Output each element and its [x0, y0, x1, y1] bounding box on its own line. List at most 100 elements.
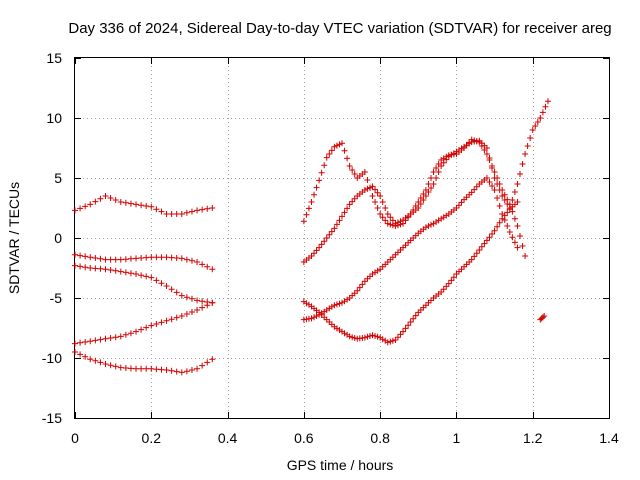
data-point — [158, 208, 165, 215]
data-point — [204, 302, 211, 309]
data-point — [323, 154, 330, 161]
data-point — [346, 201, 353, 208]
data-point — [97, 255, 104, 262]
data-point — [153, 254, 160, 261]
data-point — [183, 368, 190, 375]
data-point — [473, 250, 480, 257]
data-point — [379, 199, 386, 205]
y-tick-label: -5 — [50, 290, 63, 306]
data-point — [384, 220, 391, 227]
data-point — [143, 365, 150, 372]
series-sat-i — [300, 199, 521, 346]
data-point — [143, 324, 150, 331]
grid-layer — [75, 58, 609, 418]
data-point — [504, 209, 511, 216]
data-point — [333, 142, 340, 149]
data-point — [361, 169, 368, 175]
data-point — [153, 206, 160, 213]
data-point — [402, 325, 409, 332]
data-point — [127, 200, 134, 207]
data-point — [422, 193, 429, 199]
tick-layer — [75, 58, 610, 419]
data-point — [410, 315, 417, 322]
data-point — [209, 299, 216, 306]
data-point — [188, 208, 195, 215]
data-point — [349, 167, 356, 173]
data-point — [117, 333, 124, 340]
data-point — [483, 175, 490, 181]
data-point — [143, 273, 150, 280]
x-tick-labels: 0 0.2 0.4 0.6 0.8 1 1.2 1.4 — [71, 430, 619, 446]
data-point — [359, 281, 366, 288]
data-point — [491, 175, 498, 181]
series-sat-a — [72, 193, 216, 217]
data-point — [328, 147, 335, 154]
data-point — [77, 263, 84, 270]
data-point — [519, 161, 526, 167]
data-point — [420, 197, 427, 203]
data-point — [529, 127, 536, 133]
y-tick-label: -10 — [42, 350, 62, 366]
data-point — [534, 119, 541, 125]
data-point — [517, 171, 523, 177]
data-point — [339, 213, 345, 220]
data-point — [102, 335, 109, 342]
data-point — [127, 270, 134, 277]
data-point — [148, 365, 155, 372]
data-point — [491, 187, 498, 193]
data-point — [163, 317, 170, 324]
data-point — [331, 302, 338, 309]
data-point — [158, 366, 165, 373]
data-point — [168, 316, 175, 323]
data-point — [494, 223, 501, 230]
data-point — [354, 287, 361, 294]
chart-title: Day 336 of 2024, Sidereal Day-to-day VTE… — [68, 20, 611, 37]
data-point — [537, 115, 544, 121]
data-point — [341, 209, 348, 216]
data-point — [425, 181, 432, 187]
data-point — [435, 169, 442, 175]
data-point — [77, 252, 84, 259]
y-tick-label: 5 — [54, 170, 62, 186]
data-point — [148, 322, 155, 329]
data-point — [412, 312, 419, 319]
data-point — [117, 364, 124, 371]
data-point — [455, 202, 462, 209]
data-point — [87, 201, 94, 208]
data-point — [491, 227, 498, 234]
data-point — [178, 369, 185, 376]
data-point — [394, 219, 401, 226]
data-point — [496, 187, 503, 193]
data-point — [514, 181, 521, 187]
data-point — [430, 169, 437, 175]
data-point — [428, 175, 434, 181]
data-point — [443, 283, 450, 290]
series-sat-c — [72, 262, 216, 306]
data-point — [382, 217, 389, 224]
data-point — [522, 151, 529, 157]
y-tick-label: -15 — [42, 410, 62, 426]
data-point — [372, 333, 379, 339]
data-point — [349, 334, 356, 341]
data-point — [387, 221, 394, 228]
data-point — [392, 337, 399, 343]
data-point — [471, 253, 478, 260]
data-point — [163, 211, 170, 217]
data-point — [153, 277, 160, 284]
data-point — [351, 171, 358, 177]
data-point — [122, 331, 129, 338]
x-tick-label: 0 — [71, 430, 79, 446]
data-point — [163, 254, 170, 261]
data-point — [313, 247, 320, 254]
data-point — [188, 257, 195, 264]
data-point — [443, 156, 450, 163]
data-point — [397, 218, 404, 225]
x-axis-label: GPS time / hours — [287, 457, 394, 473]
data-point — [346, 333, 353, 340]
data-point — [349, 198, 356, 205]
data-point — [499, 215, 506, 222]
data-point — [117, 268, 124, 275]
data-point — [138, 202, 145, 209]
y-axis-label: SDTVAR / TECUs — [6, 182, 22, 294]
